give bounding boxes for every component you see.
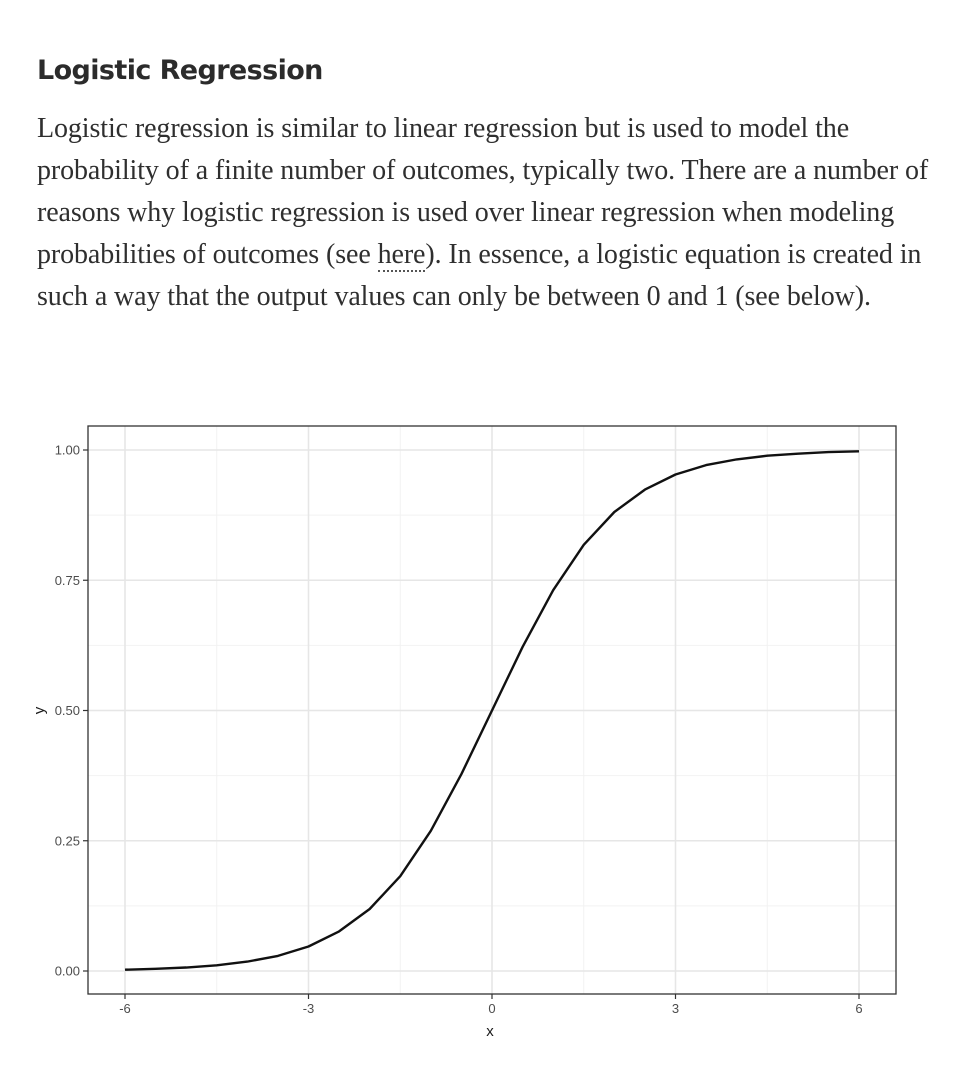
- y-tick-label: 0.00: [55, 964, 80, 979]
- logistic-chart-svg: -6 -3 0 3 6 0.00 0.25 0.50 0.75 1.00 x y: [31, 425, 897, 1040]
- here-link[interactable]: here: [377, 239, 426, 272]
- x-tick-label: 3: [672, 1001, 679, 1016]
- logistic-chart: -6 -3 0 3 6 0.00 0.25 0.50 0.75 1.00 x y: [0, 400, 968, 1060]
- x-tick-label: -6: [119, 1001, 131, 1016]
- x-axis-ticks: -6 -3 0 3 6: [119, 994, 863, 1016]
- x-axis-title: x: [486, 1023, 494, 1040]
- paragraph-text-before-link: Logistic regression is similar to linear…: [37, 113, 929, 270]
- section-heading: Logistic Regression: [37, 55, 323, 86]
- y-tick-label: 1.00: [55, 443, 80, 458]
- logistic-curve-line: [124, 450, 860, 971]
- article: Logistic Regression Logistic regression …: [37, 52, 937, 318]
- y-tick-label: 0.25: [55, 833, 80, 848]
- y-tick-label: 0.75: [55, 573, 80, 588]
- intro-paragraph: Logistic regression is similar to linear…: [37, 108, 937, 318]
- y-tick-label: 0.50: [55, 703, 80, 718]
- x-tick-label: 6: [855, 1001, 862, 1016]
- y-axis-ticks: 0.00 0.25 0.50 0.75 1.00: [55, 443, 88, 979]
- x-tick-label: -3: [303, 1001, 315, 1016]
- y-axis-title: y: [31, 706, 48, 714]
- paragraph-text-after-link: ). In essence, a logistic equation is cr…: [37, 239, 922, 312]
- x-tick-label: 0: [488, 1001, 495, 1016]
